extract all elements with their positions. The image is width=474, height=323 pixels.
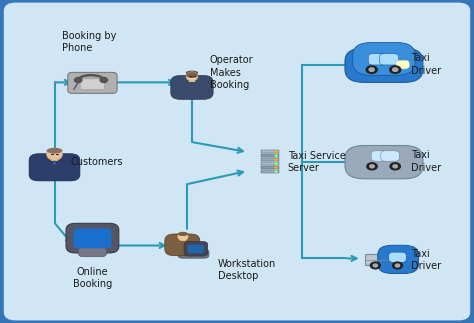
Ellipse shape (186, 72, 198, 81)
FancyBboxPatch shape (29, 154, 80, 181)
FancyBboxPatch shape (165, 234, 200, 256)
Circle shape (390, 66, 401, 73)
FancyBboxPatch shape (171, 76, 213, 99)
Circle shape (395, 264, 400, 267)
FancyBboxPatch shape (378, 245, 419, 274)
Text: Online
Booking: Online Booking (73, 266, 112, 289)
Bar (51, 158, 58, 161)
Circle shape (367, 163, 377, 170)
FancyBboxPatch shape (4, 3, 470, 320)
Circle shape (370, 262, 380, 269)
FancyBboxPatch shape (184, 242, 208, 256)
Ellipse shape (46, 148, 63, 153)
Bar (261, 166, 280, 169)
Circle shape (369, 68, 374, 71)
Circle shape (390, 163, 401, 170)
FancyBboxPatch shape (73, 228, 111, 248)
Circle shape (275, 163, 277, 164)
FancyBboxPatch shape (381, 151, 399, 161)
FancyBboxPatch shape (368, 54, 387, 65)
Circle shape (366, 66, 377, 73)
Bar (181, 239, 186, 241)
Text: Taxi Service
Server: Taxi Service Server (288, 151, 346, 173)
FancyBboxPatch shape (365, 254, 392, 265)
Ellipse shape (186, 71, 198, 75)
FancyBboxPatch shape (353, 42, 415, 75)
Text: Booking by
Phone: Booking by Phone (62, 31, 116, 53)
FancyBboxPatch shape (389, 252, 406, 262)
Polygon shape (374, 153, 398, 158)
Circle shape (275, 167, 277, 168)
Text: Taxi
Driver: Taxi Driver (411, 150, 441, 173)
FancyBboxPatch shape (345, 48, 423, 82)
Bar (90, 246, 95, 251)
Circle shape (275, 155, 277, 156)
Ellipse shape (178, 233, 188, 241)
FancyBboxPatch shape (371, 151, 390, 161)
Circle shape (392, 262, 402, 269)
Bar (261, 158, 280, 161)
Text: Workstation
Desktop: Workstation Desktop (218, 258, 276, 281)
Circle shape (275, 171, 277, 172)
Ellipse shape (178, 232, 188, 236)
FancyBboxPatch shape (188, 245, 204, 253)
FancyBboxPatch shape (396, 60, 410, 69)
FancyBboxPatch shape (178, 249, 209, 258)
Bar (261, 170, 280, 173)
Ellipse shape (186, 72, 198, 78)
Circle shape (275, 159, 277, 160)
Circle shape (373, 264, 377, 267)
Circle shape (370, 165, 374, 168)
Text: Taxi
Driver: Taxi Driver (411, 249, 441, 271)
Text: Operator
Makes
Booking: Operator Makes Booking (210, 55, 254, 90)
FancyBboxPatch shape (345, 145, 423, 179)
FancyBboxPatch shape (380, 54, 399, 65)
Polygon shape (53, 160, 56, 165)
Text: Taxi
Driver: Taxi Driver (411, 53, 441, 76)
Circle shape (392, 68, 398, 71)
Circle shape (100, 78, 108, 83)
FancyBboxPatch shape (66, 223, 119, 253)
Circle shape (275, 151, 277, 152)
Bar (261, 154, 280, 157)
FancyBboxPatch shape (78, 247, 106, 257)
Bar (261, 150, 280, 153)
Circle shape (393, 165, 398, 168)
Circle shape (74, 78, 82, 83)
Ellipse shape (46, 148, 63, 161)
FancyBboxPatch shape (68, 72, 117, 93)
Text: Customers: Customers (70, 157, 123, 167)
Bar (189, 79, 195, 82)
Bar (261, 162, 280, 165)
FancyBboxPatch shape (80, 79, 105, 90)
